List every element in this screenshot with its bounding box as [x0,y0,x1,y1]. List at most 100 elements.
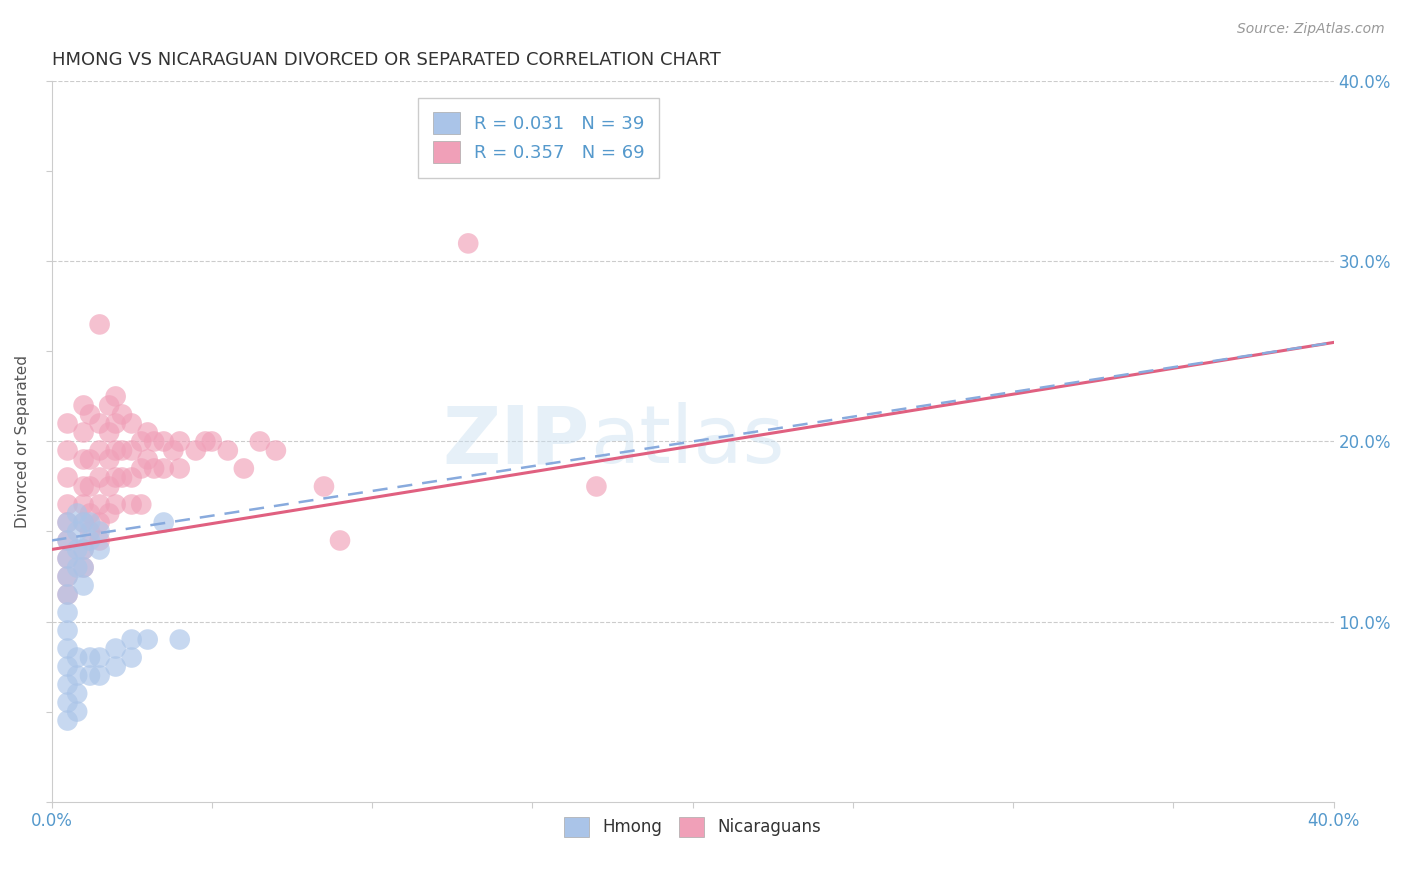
Point [169,461,191,475]
Point [152,434,174,449]
Point [104,641,127,656]
Point [72,560,94,574]
Point [104,470,127,484]
Point [89,443,111,458]
Point [457,236,479,251]
Point [136,452,159,467]
Point [56,677,79,691]
Point [56,587,79,601]
Point [89,318,111,332]
Point [111,470,134,484]
Point [121,632,143,647]
Point [217,443,239,458]
Point [121,470,143,484]
Text: Source: ZipAtlas.com: Source: ZipAtlas.com [1237,22,1385,37]
Point [89,533,111,548]
Point [56,551,79,566]
Point [104,659,127,673]
Point [72,399,94,413]
Point [98,479,121,493]
Point [66,687,89,701]
Point [169,434,191,449]
Point [72,542,94,557]
Point [143,434,166,449]
Point [312,479,335,493]
Point [152,516,174,530]
Point [66,524,89,539]
Point [72,452,94,467]
Point [89,542,111,557]
Point [72,425,94,440]
Point [56,569,79,583]
Point [152,461,174,475]
Point [56,417,79,431]
Point [72,578,94,592]
Point [98,452,121,467]
Point [56,641,79,656]
Point [121,417,143,431]
Point [264,443,287,458]
Point [121,498,143,512]
Point [104,443,127,458]
Point [169,632,191,647]
Point [129,434,152,449]
Point [136,425,159,440]
Point [98,399,121,413]
Point [89,417,111,431]
Point [111,408,134,422]
Point [72,479,94,493]
Point [56,624,79,638]
Text: atlas: atlas [591,402,785,481]
Y-axis label: Divorced or Separated: Divorced or Separated [15,355,30,528]
Point [56,551,79,566]
Point [89,668,111,682]
Point [232,461,254,475]
Point [66,542,89,557]
Point [79,452,101,467]
Point [89,470,111,484]
Point [104,498,127,512]
Point [121,650,143,665]
Point [56,606,79,620]
Point [56,443,79,458]
Point [56,498,79,512]
Point [143,461,166,475]
Point [56,587,79,601]
Point [136,632,159,647]
Point [79,650,101,665]
Point [249,434,271,449]
Legend: Hmong, Nicaraguans: Hmong, Nicaraguans [557,810,828,844]
Point [56,569,79,583]
Point [56,533,79,548]
Point [66,705,89,719]
Point [129,461,152,475]
Point [66,560,89,574]
Point [129,498,152,512]
Point [89,524,111,539]
Point [201,434,224,449]
Point [89,498,111,512]
Point [56,533,79,548]
Point [79,408,101,422]
Point [66,668,89,682]
Text: ZIP: ZIP [443,402,591,481]
Point [72,516,94,530]
Point [98,507,121,521]
Point [56,470,79,484]
Point [79,533,101,548]
Point [89,650,111,665]
Point [56,516,79,530]
Point [72,498,94,512]
Point [79,479,101,493]
Point [79,516,101,530]
Text: HMONG VS NICARAGUAN DIVORCED OR SEPARATED CORRELATION CHART: HMONG VS NICARAGUAN DIVORCED OR SEPARATE… [52,51,720,69]
Point [56,696,79,710]
Point [89,516,111,530]
Point [111,443,134,458]
Point [585,479,607,493]
Point [56,714,79,728]
Point [56,516,79,530]
Point [56,659,79,673]
Point [72,516,94,530]
Point [194,434,217,449]
